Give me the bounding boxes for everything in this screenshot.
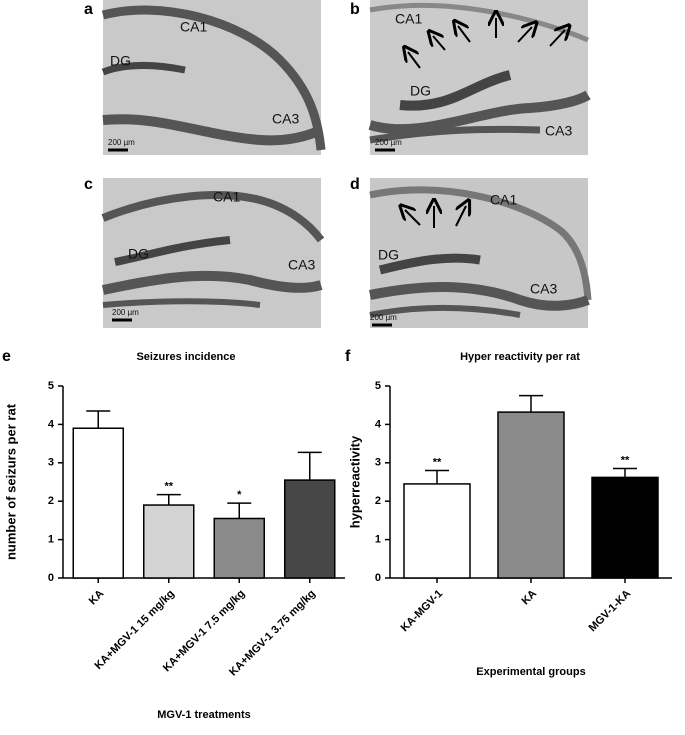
region-label: DG [410, 83, 431, 99]
y-tick-label: 2 [48, 495, 54, 507]
y-tick-label: 0 [48, 572, 54, 584]
x-tick-label: KA [87, 588, 107, 608]
y-tick-label: 3 [48, 457, 54, 469]
bar [284, 479, 336, 579]
x-axis-label: MGV-1 treatments [157, 709, 251, 721]
panel-letter: b [350, 1, 360, 18]
y-tick-label: 5 [375, 380, 381, 392]
x-tick-label: KA+MGV-1 15 mg/kg [93, 588, 177, 672]
scale-label: 200 µm [375, 138, 402, 147]
significance-label: * [237, 489, 242, 501]
significance-label: ** [433, 456, 442, 468]
y-tick-label: 4 [375, 418, 382, 430]
region-label: CA3 [272, 111, 299, 127]
micrograph [101, 0, 326, 155]
y-tick-label: 5 [48, 380, 54, 392]
bar [497, 411, 565, 579]
x-tick-label: KA-MGV-1 [399, 588, 446, 635]
panel-letter: d [350, 176, 360, 193]
y-tick-label: 3 [375, 457, 381, 469]
region-label: CA1 [180, 19, 207, 35]
scale-label: 200 µm [108, 138, 135, 147]
y-axis-label: hyperreactivity [347, 435, 362, 528]
region-label: CA1 [490, 192, 517, 208]
region-label: DG [128, 246, 149, 262]
bar [591, 476, 659, 579]
micrograph [369, 178, 592, 328]
panel-letter: c [84, 176, 93, 193]
panel-letter: f [345, 348, 351, 365]
y-tick-label: 1 [375, 534, 381, 546]
panel-letter: e [2, 348, 11, 365]
micrograph [368, 0, 591, 155]
x-axis-label: Experimental groups [476, 666, 585, 678]
bar [143, 504, 195, 579]
region-label: CA3 [545, 123, 572, 139]
region-label: CA1 [395, 11, 422, 27]
y-tick-label: 0 [375, 572, 381, 584]
panel-letter: a [84, 1, 93, 18]
scale-label: 200 µm [112, 308, 139, 317]
bar [72, 427, 124, 579]
x-tick-label: KA [519, 588, 539, 608]
bar [403, 483, 471, 579]
x-tick-label: MGV-1-KA [587, 588, 634, 635]
region-label: CA1 [213, 189, 240, 205]
region-label: CA3 [530, 281, 557, 297]
bar [213, 517, 265, 579]
region-label: CA3 [288, 257, 315, 273]
region-label: DG [110, 53, 131, 69]
significance-label: ** [621, 454, 630, 466]
chart-title: Hyper reactivity per rat [460, 351, 580, 363]
significance-label: ** [164, 481, 173, 493]
chart-title: Seizures incidence [136, 351, 235, 363]
x-tick-label: KA+MGV-1 7.5 mg/kg [161, 588, 248, 675]
y-axis-label: number of seizurs per rat [3, 403, 18, 560]
micrograph [101, 178, 325, 328]
region-label: DG [378, 247, 399, 263]
y-tick-label: 1 [48, 534, 54, 546]
y-tick-label: 4 [48, 418, 55, 430]
scale-label: 200 µm [370, 313, 397, 322]
y-tick-label: 2 [375, 495, 381, 507]
